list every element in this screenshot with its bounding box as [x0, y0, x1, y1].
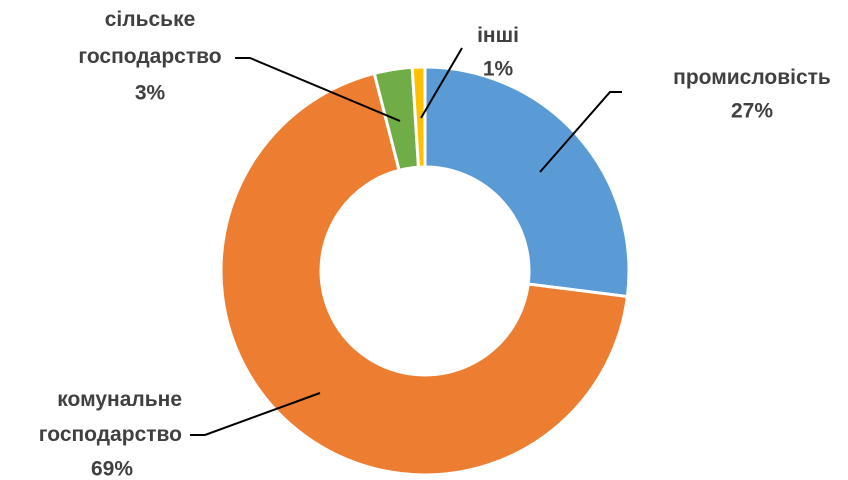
donut-segment [410, 65, 427, 169]
category-label-line: господарство [78, 45, 221, 68]
donut-segment [423, 65, 631, 299]
category-label: промисловість [673, 66, 831, 89]
donut-segment [219, 71, 630, 477]
leader-line [420, 47, 463, 119]
category-label: комунальне господарство [39, 388, 182, 446]
value-label: 27% [731, 100, 773, 123]
category-label: сільське господарство [78, 8, 221, 68]
value-label: 69% [91, 458, 133, 480]
category-label-line: промисловість [673, 66, 831, 89]
category-label-line: сільське [105, 8, 196, 31]
category-label: інші [477, 24, 519, 47]
leader-line [235, 57, 401, 122]
value-label: 3% [135, 82, 166, 105]
leader-line [539, 91, 622, 173]
value-label: 1% [483, 58, 514, 81]
leader-line [190, 392, 321, 436]
category-label-line: комунальне [57, 388, 182, 411]
category-label-line: господарство [39, 423, 182, 446]
category-label-line: інші [477, 24, 519, 47]
